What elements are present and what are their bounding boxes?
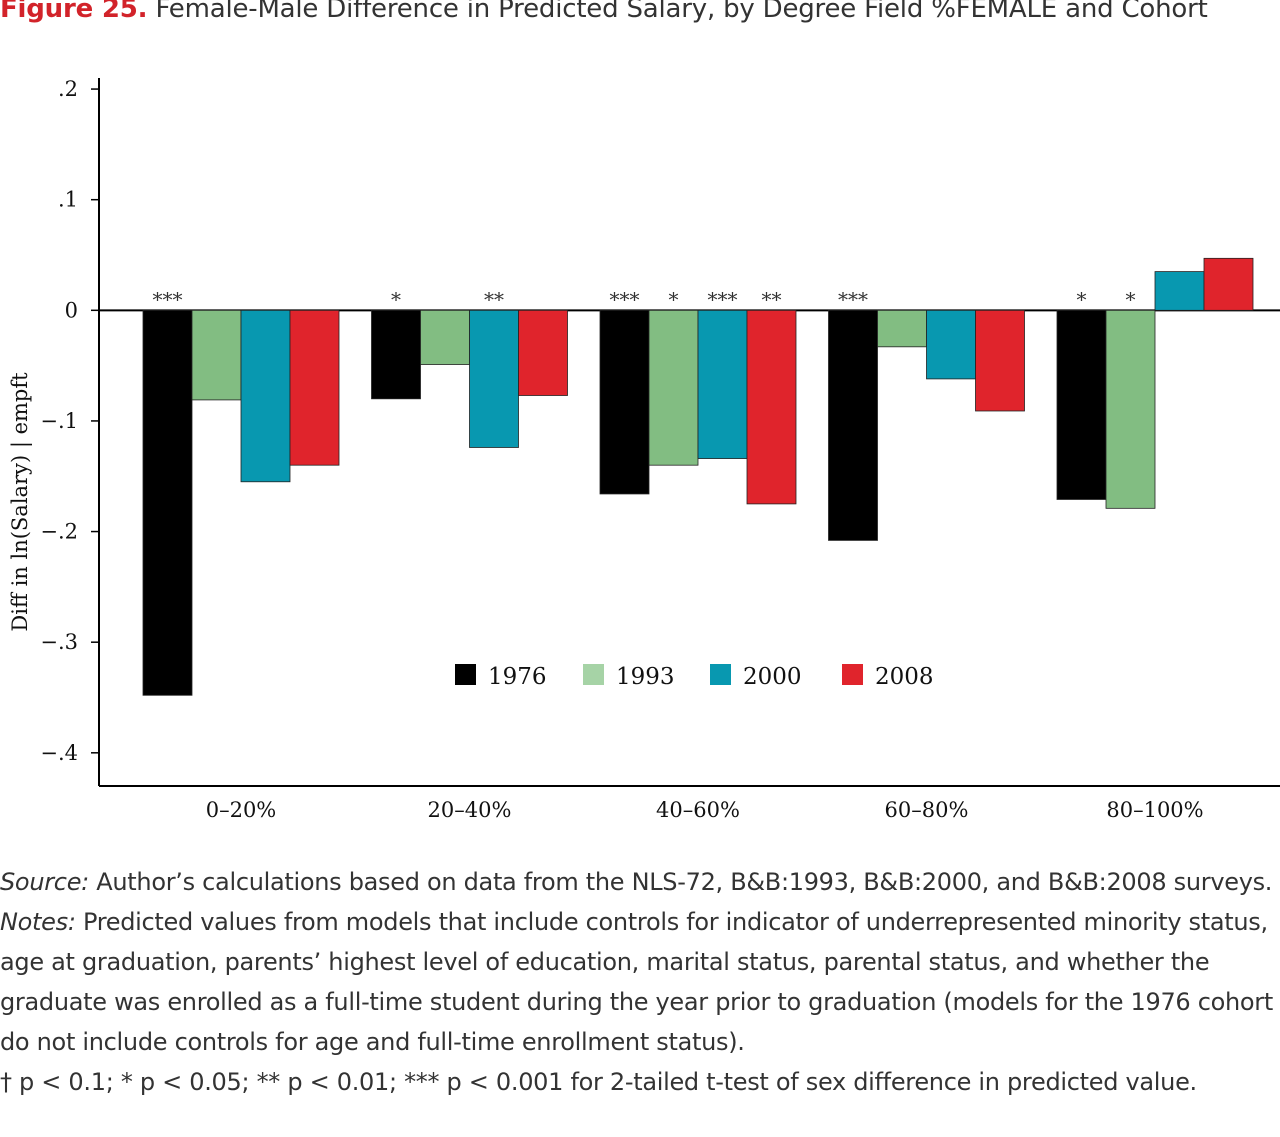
bar-2008-2: [746, 309, 797, 505]
significance-label: ***: [610, 287, 640, 311]
source-label: Source:: [0, 868, 89, 896]
y-tick-label: .2: [58, 77, 78, 101]
bar-chart: .2 .1 0 −.1 −.2 −.3 −.4 Diff in ln(Salary) | em…: [8, 77, 1280, 822]
significance-label: *: [669, 287, 679, 311]
y-tick-label: .1: [58, 188, 78, 212]
significance-label: ***: [708, 287, 738, 311]
source-note: Source: Author’s calculations based on d…: [0, 862, 1280, 902]
legend-swatch-2000: [710, 664, 731, 685]
y-tick-label: −.3: [40, 630, 78, 654]
figure-title-text: Female-Male Difference in Predicted Sala…: [155, 0, 1208, 24]
bar-1976-3: [828, 309, 878, 541]
bar-1993-0: [191, 309, 242, 401]
legend-label-1976: 1976: [488, 664, 547, 690]
legend-label-1993: 1993: [616, 664, 675, 690]
significance-label: *: [1077, 287, 1087, 311]
bar-2008-3: [975, 309, 1025, 412]
x-tick-label: 20–40%: [428, 798, 512, 822]
bar-2008-1: [518, 309, 568, 396]
bar-2000-1: [469, 309, 519, 448]
notes-paragraph: Notes: Predicted values from models that…: [0, 902, 1280, 1062]
x-tick-label: 0–20%: [206, 798, 277, 822]
significance-label: ***: [153, 287, 183, 311]
figure-title: Figure 25. Female-Male Difference in Pre…: [0, 0, 1208, 24]
significance-label: *: [391, 287, 401, 311]
bar-2008-4: [1203, 257, 1254, 311]
significance-label: ***: [838, 287, 868, 311]
y-axis-label: Diff in ln(Salary) | empft: [8, 372, 33, 632]
y-tick-label: 0: [65, 298, 78, 322]
bar-1976-1: [371, 309, 421, 400]
y-tick-label: −.2: [40, 520, 78, 544]
bar-2000-0: [240, 309, 291, 483]
significance-label: *: [1126, 287, 1136, 311]
legend-label-2008: 2008: [875, 664, 934, 690]
significance-label: **: [762, 287, 782, 311]
bar-2000-3: [926, 309, 976, 380]
significance-label: **: [484, 287, 504, 311]
legend-swatch-1976: [455, 664, 476, 685]
bar-2008-0: [289, 309, 340, 466]
source-text: Author’s calculations based on data from…: [88, 868, 1273, 896]
bar-2000-2: [697, 309, 748, 459]
x-tick-label: 60–80%: [885, 798, 969, 822]
legend-label-2000: 2000: [743, 664, 802, 690]
bar-1993-4: [1105, 309, 1156, 509]
y-tick-label: −.4: [40, 741, 78, 765]
x-tick-label: 40–60%: [656, 798, 740, 822]
bar-1993-2: [648, 309, 699, 466]
bar-1976-0: [142, 309, 193, 696]
figure-notes: Source: Author’s calculations based on d…: [0, 862, 1280, 1102]
x-tick-label: 80–100%: [1106, 798, 1203, 822]
significance-note: † p < 0.1; * p < 0.05; ** p < 0.01; *** …: [0, 1068, 1197, 1096]
notes-text: Predicted values from models that includ…: [0, 908, 1273, 1056]
legend-swatch-2008: [842, 664, 863, 685]
bar-2000-4: [1154, 271, 1205, 311]
bar-1976-2: [599, 309, 650, 495]
bar-1976-4: [1056, 309, 1107, 500]
bar-1993-1: [420, 309, 470, 365]
notes-label: Notes:: [0, 908, 76, 936]
legend-swatch-1993: [583, 664, 604, 685]
figure-label: Figure 25.: [0, 0, 148, 24]
bar-1993-3: [877, 309, 927, 348]
y-tick-label: −.1: [40, 409, 78, 433]
